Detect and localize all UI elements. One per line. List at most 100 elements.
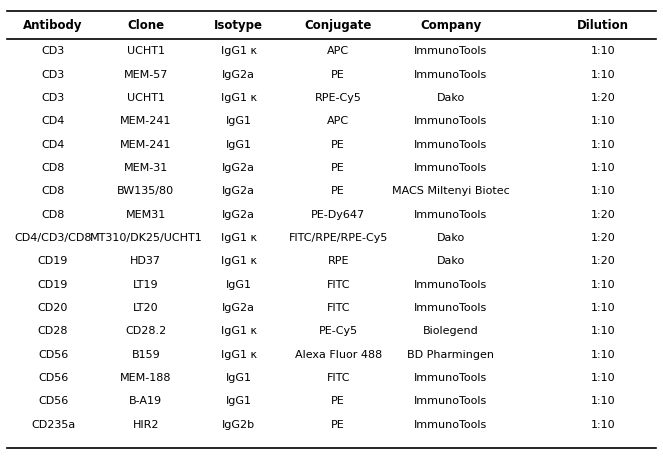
Text: ImmunoTools: ImmunoTools [414,373,487,383]
Text: CD4/CD3/CD8: CD4/CD3/CD8 [15,233,91,243]
Text: PE: PE [332,140,345,150]
Text: Dako: Dako [437,256,465,266]
Text: IgG1: IgG1 [225,279,252,289]
Text: UCHT1: UCHT1 [127,46,165,56]
Text: CD3: CD3 [41,70,65,80]
Text: CD56: CD56 [38,396,68,406]
Text: PE-Dy647: PE-Dy647 [311,210,365,220]
Text: FITC: FITC [326,303,350,313]
Text: 1:10: 1:10 [591,116,616,126]
Text: 1:10: 1:10 [591,70,616,80]
Text: RPE: RPE [328,256,349,266]
Text: LT19: LT19 [133,279,158,289]
Text: 1:20: 1:20 [591,233,616,243]
Text: MEM-241: MEM-241 [120,140,172,150]
Text: CD3: CD3 [41,46,65,56]
Text: CD19: CD19 [38,279,68,289]
Text: 1:10: 1:10 [591,140,616,150]
Text: CD56: CD56 [38,373,68,383]
Text: BW135/80: BW135/80 [117,186,174,196]
Text: IgG2a: IgG2a [222,163,255,173]
Text: Dilution: Dilution [577,19,629,32]
Text: MEM-241: MEM-241 [120,116,172,126]
Text: PE: PE [332,70,345,80]
Text: CD8: CD8 [41,186,65,196]
Text: ImmunoTools: ImmunoTools [414,396,487,406]
Text: FITC/RPE/RPE-Cy5: FITC/RPE/RPE-Cy5 [288,233,388,243]
Text: 1:20: 1:20 [591,93,616,103]
Text: 1:20: 1:20 [591,256,616,266]
Text: Clone: Clone [127,19,164,32]
Text: ImmunoTools: ImmunoTools [414,420,487,430]
Text: IgG1 κ: IgG1 κ [221,93,257,103]
Text: 1:10: 1:10 [591,349,616,360]
Text: PE: PE [332,420,345,430]
Text: FITC: FITC [326,373,350,383]
Text: BD Pharmingen: BD Pharmingen [407,349,495,360]
Text: 1:10: 1:10 [591,46,616,56]
Text: IgG2a: IgG2a [222,303,255,313]
Text: PE: PE [332,186,345,196]
Text: CD8: CD8 [41,210,65,220]
Text: 1:10: 1:10 [591,396,616,406]
Text: IgG2a: IgG2a [222,186,255,196]
Text: Dako: Dako [437,233,465,243]
Text: MEM-57: MEM-57 [124,70,168,80]
Text: UCHT1: UCHT1 [127,93,165,103]
Text: PE: PE [332,396,345,406]
Text: 1:10: 1:10 [591,303,616,313]
Text: MEM-188: MEM-188 [120,373,172,383]
Text: B159: B159 [131,349,160,360]
Text: APC: APC [327,116,349,126]
Text: IgG2a: IgG2a [222,210,255,220]
Text: 1:10: 1:10 [591,420,616,430]
Text: MEM31: MEM31 [126,210,166,220]
Text: IgG1: IgG1 [225,140,252,150]
Text: MACS Miltenyi Biotec: MACS Miltenyi Biotec [392,186,510,196]
Text: IgG1 κ: IgG1 κ [221,256,257,266]
Text: CD19: CD19 [38,256,68,266]
Text: LT20: LT20 [133,303,158,313]
Text: 1:20: 1:20 [591,210,616,220]
Text: CD235a: CD235a [31,420,75,430]
Text: IgG1: IgG1 [225,373,252,383]
Text: MT310/DK25/UCHT1: MT310/DK25/UCHT1 [90,233,202,243]
Text: 1:10: 1:10 [591,326,616,336]
Text: CD4: CD4 [41,140,65,150]
Text: 1:10: 1:10 [591,279,616,289]
Text: ImmunoTools: ImmunoTools [414,279,487,289]
Text: Antibody: Antibody [23,19,83,32]
Text: 1:10: 1:10 [591,186,616,196]
Text: CD28: CD28 [38,326,68,336]
Text: ImmunoTools: ImmunoTools [414,163,487,173]
Text: ImmunoTools: ImmunoTools [414,46,487,56]
Text: HD37: HD37 [131,256,161,266]
Text: IgG1 κ: IgG1 κ [221,349,257,360]
Text: IgG1: IgG1 [225,116,252,126]
Text: ImmunoTools: ImmunoTools [414,210,487,220]
Text: MEM-31: MEM-31 [124,163,168,173]
Text: ImmunoTools: ImmunoTools [414,70,487,80]
Text: IgG2a: IgG2a [222,70,255,80]
Text: IgG1 κ: IgG1 κ [221,46,257,56]
Text: 1:10: 1:10 [591,373,616,383]
Text: B-A19: B-A19 [129,396,162,406]
Text: CD3: CD3 [41,93,65,103]
Text: IgG1: IgG1 [225,396,252,406]
Text: Isotype: Isotype [214,19,263,32]
Text: Company: Company [420,19,481,32]
Text: CD4: CD4 [41,116,65,126]
Text: Conjugate: Conjugate [304,19,372,32]
Text: PE: PE [332,163,345,173]
Text: 1:10: 1:10 [591,163,616,173]
Text: RPE-Cy5: RPE-Cy5 [315,93,361,103]
Text: CD28.2: CD28.2 [125,326,166,336]
Text: ImmunoTools: ImmunoTools [414,303,487,313]
Text: APC: APC [327,46,349,56]
Text: IgG2b: IgG2b [222,420,255,430]
Text: IgG1 κ: IgG1 κ [221,326,257,336]
Text: Dako: Dako [437,93,465,103]
Text: CD20: CD20 [38,303,68,313]
Text: ImmunoTools: ImmunoTools [414,140,487,150]
Text: Alexa Fluor 488: Alexa Fluor 488 [294,349,382,360]
